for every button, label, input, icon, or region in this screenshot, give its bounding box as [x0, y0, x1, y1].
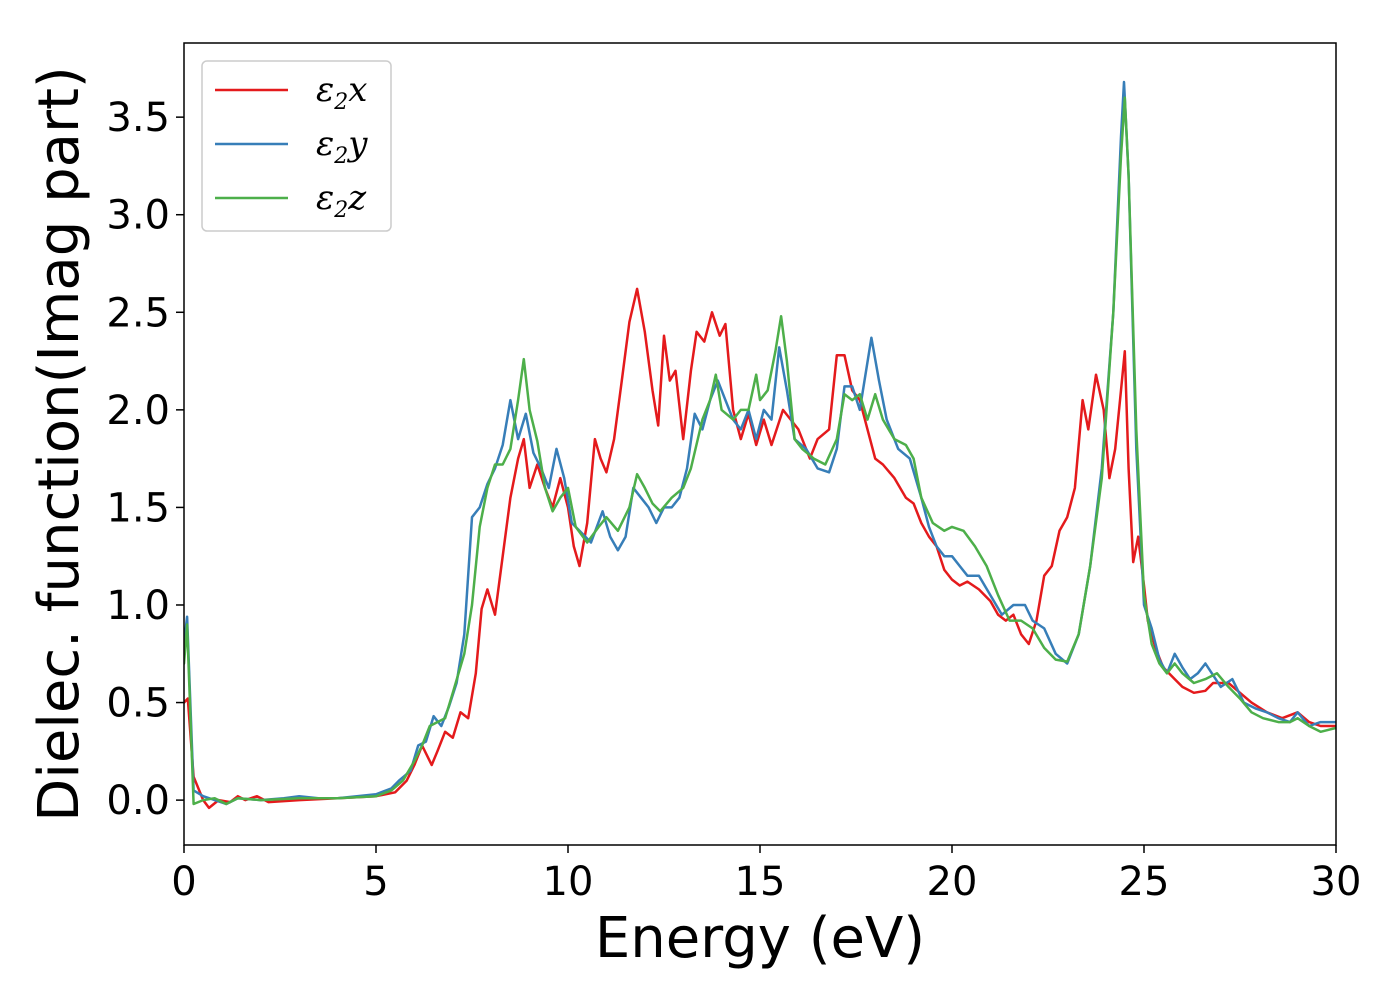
x-tick-label: 30 [1311, 859, 1362, 905]
y-axis: 0.0 0.5 1.0 1.5 2.0 2.5 3.0 3.5 [106, 95, 184, 824]
series-line-2 [184, 96, 1336, 806]
x-tick-label: 0 [171, 859, 196, 905]
x-tick-label: 25 [1119, 859, 1170, 905]
series-layer [184, 80, 1336, 810]
y-tick-label: 0.0 [106, 778, 170, 824]
y-tick-label: 1.5 [106, 485, 170, 531]
y-tick-label: 2.0 [106, 388, 170, 434]
x-tick-label: 10 [543, 859, 594, 905]
y-tick-label: 1.0 [106, 583, 170, 629]
y-tick-label: 3.5 [106, 95, 170, 141]
x-tick-label: 15 [735, 859, 786, 905]
y-tick-label: 3.0 [106, 193, 170, 239]
legend-label-1: ε2y [316, 124, 368, 169]
x-tick-label: 20 [927, 859, 978, 905]
y-tick-label: 0.5 [106, 681, 170, 727]
x-tick-label: 5 [363, 859, 388, 905]
legend: ε2x ε2y ε2z [201, 60, 392, 232]
y-tick-label: 2.5 [106, 290, 170, 336]
x-axis-title: Energy (eV) [595, 906, 925, 971]
y-axis-title: Dielec. function(Imag part) [27, 66, 92, 822]
legend-label-2: ε2z [316, 178, 367, 223]
x-axis: 0 5 10 15 20 25 30 [171, 845, 1361, 905]
legend-box [201, 60, 392, 232]
legend-label-0: ε2x [316, 70, 367, 115]
series-line-0 [184, 287, 1336, 810]
